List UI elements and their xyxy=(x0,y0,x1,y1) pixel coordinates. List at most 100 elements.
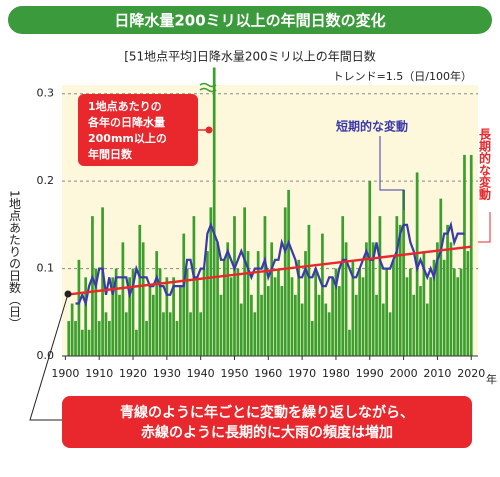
bar xyxy=(395,216,399,356)
bar xyxy=(341,216,345,356)
x-tick-label: 2020 xyxy=(457,367,485,380)
x-tick-label: 2010 xyxy=(423,367,451,380)
bar xyxy=(351,259,355,356)
bar xyxy=(148,286,152,356)
y-tick-label: 0.0 xyxy=(37,349,55,362)
bar xyxy=(456,277,460,356)
bar xyxy=(314,268,318,356)
bar xyxy=(263,216,267,356)
bar xyxy=(131,268,135,356)
bar xyxy=(70,303,74,356)
bar-note: 各年の日降水量 xyxy=(87,115,165,129)
bar xyxy=(94,268,98,356)
bar xyxy=(172,277,175,356)
line xyxy=(75,220,465,308)
x-tick-label: 1960 xyxy=(254,367,282,380)
bar xyxy=(114,268,118,356)
trend-note: トレンド=1.5（日/100年） xyxy=(333,69,472,83)
bar xyxy=(97,321,101,356)
connector xyxy=(478,212,491,243)
x-tick-label: 1980 xyxy=(322,367,350,380)
bar xyxy=(226,242,230,356)
line xyxy=(65,245,472,296)
title-banner xyxy=(8,6,492,34)
bar xyxy=(348,329,351,356)
bar xyxy=(175,321,179,356)
bar xyxy=(189,312,192,356)
bar xyxy=(388,312,392,356)
bar xyxy=(280,286,284,356)
bar xyxy=(165,277,169,356)
bar xyxy=(469,154,473,356)
lines xyxy=(65,220,472,308)
bar xyxy=(199,312,203,356)
y-tick-label: 0.2 xyxy=(37,174,55,187)
bar xyxy=(449,242,453,356)
bar xyxy=(138,224,142,356)
bar xyxy=(219,294,223,356)
bar xyxy=(158,268,162,356)
bar xyxy=(307,224,311,356)
bar xyxy=(294,294,297,356)
bar xyxy=(182,233,186,356)
axis-break xyxy=(199,82,217,93)
y-axis-label: 1地点あたりの日数（日） xyxy=(8,190,22,330)
bar xyxy=(297,259,301,356)
bar xyxy=(310,321,314,356)
bar xyxy=(327,312,331,356)
bar xyxy=(256,251,260,356)
bar xyxy=(128,277,131,356)
bar xyxy=(466,251,470,356)
bar xyxy=(402,189,405,356)
bar xyxy=(270,242,274,356)
bar xyxy=(337,286,341,356)
bar xyxy=(253,312,257,356)
bar xyxy=(195,277,199,356)
bar xyxy=(104,312,108,356)
bar xyxy=(141,242,145,356)
x-tick-label: 1970 xyxy=(288,367,316,380)
bar xyxy=(371,242,375,356)
bar xyxy=(321,233,324,356)
bar xyxy=(192,216,196,356)
x-tick-label: 1900 xyxy=(51,367,79,380)
bar xyxy=(385,268,389,356)
bar xyxy=(378,216,382,356)
bar xyxy=(87,329,91,356)
x-tick-label: 1950 xyxy=(220,367,248,380)
bar xyxy=(375,294,378,356)
y-tick-label: 0.1 xyxy=(37,262,55,275)
bar xyxy=(365,242,368,356)
bar xyxy=(405,277,409,356)
legend-label: 短期的な変動 xyxy=(336,119,408,134)
bar xyxy=(300,303,304,356)
bar xyxy=(361,277,365,356)
bar xyxy=(67,321,71,356)
bar xyxy=(239,303,243,356)
bar xyxy=(429,277,433,356)
bar xyxy=(179,286,182,356)
y-tick-label: 0.3 xyxy=(37,87,55,100)
bar xyxy=(442,259,446,356)
bar xyxy=(77,259,81,356)
bar xyxy=(185,268,189,356)
bar xyxy=(250,294,253,356)
bar xyxy=(162,312,165,356)
bar xyxy=(236,268,240,356)
bar xyxy=(206,251,209,356)
chart-subtitle: [51地点平均]日降水量200ミリ以上の年間日数 xyxy=(124,49,376,64)
bar xyxy=(91,216,94,356)
bar xyxy=(260,294,263,356)
bar xyxy=(304,251,307,356)
bar xyxy=(409,268,412,356)
bar xyxy=(168,312,172,356)
connector xyxy=(379,136,405,210)
callout-dot xyxy=(64,290,72,298)
x-tick-label: 1930 xyxy=(153,367,181,380)
bar xyxy=(331,277,334,356)
summary-box xyxy=(62,396,472,448)
bar xyxy=(334,268,338,356)
bar xyxy=(229,277,233,356)
bar xyxy=(283,207,287,356)
